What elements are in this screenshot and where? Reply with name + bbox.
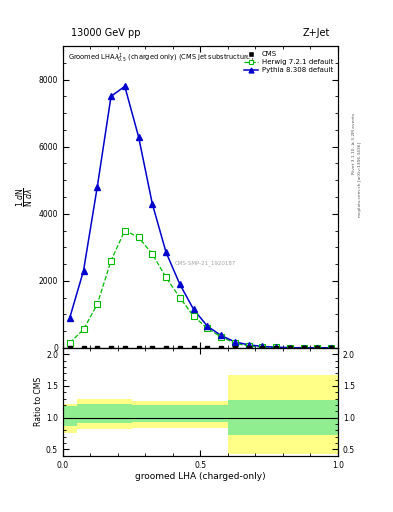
Y-axis label: $\frac{1}{\mathrm{N}}\frac{d\mathrm{N}}{d\lambda}$: $\frac{1}{\mathrm{N}}\frac{d\mathrm{N}}{…	[14, 187, 36, 207]
Text: Rivet 3.1.10, ≥ 3.2M events: Rivet 3.1.10, ≥ 3.2M events	[352, 113, 356, 174]
Text: Z+Jet: Z+Jet	[303, 28, 330, 38]
Text: Groomed LHA$\lambda^1_{0.5}$ (charged only) (CMS jet substructure): Groomed LHA$\lambda^1_{0.5}$ (charged on…	[68, 52, 254, 66]
X-axis label: groomed LHA (charged-only): groomed LHA (charged-only)	[135, 472, 266, 481]
Y-axis label: Ratio to CMS: Ratio to CMS	[34, 377, 43, 426]
Text: 13000 GeV pp: 13000 GeV pp	[71, 28, 140, 38]
Text: mcplots.cern.ch [arXiv:1306.3436]: mcplots.cern.ch [arXiv:1306.3436]	[358, 142, 362, 217]
Legend: CMS, Herwig 7.2.1 default, Pythia 8.308 default: CMS, Herwig 7.2.1 default, Pythia 8.308 …	[243, 50, 334, 75]
Text: CMS-SMP-21_1920187: CMS-SMP-21_1920187	[175, 261, 237, 266]
